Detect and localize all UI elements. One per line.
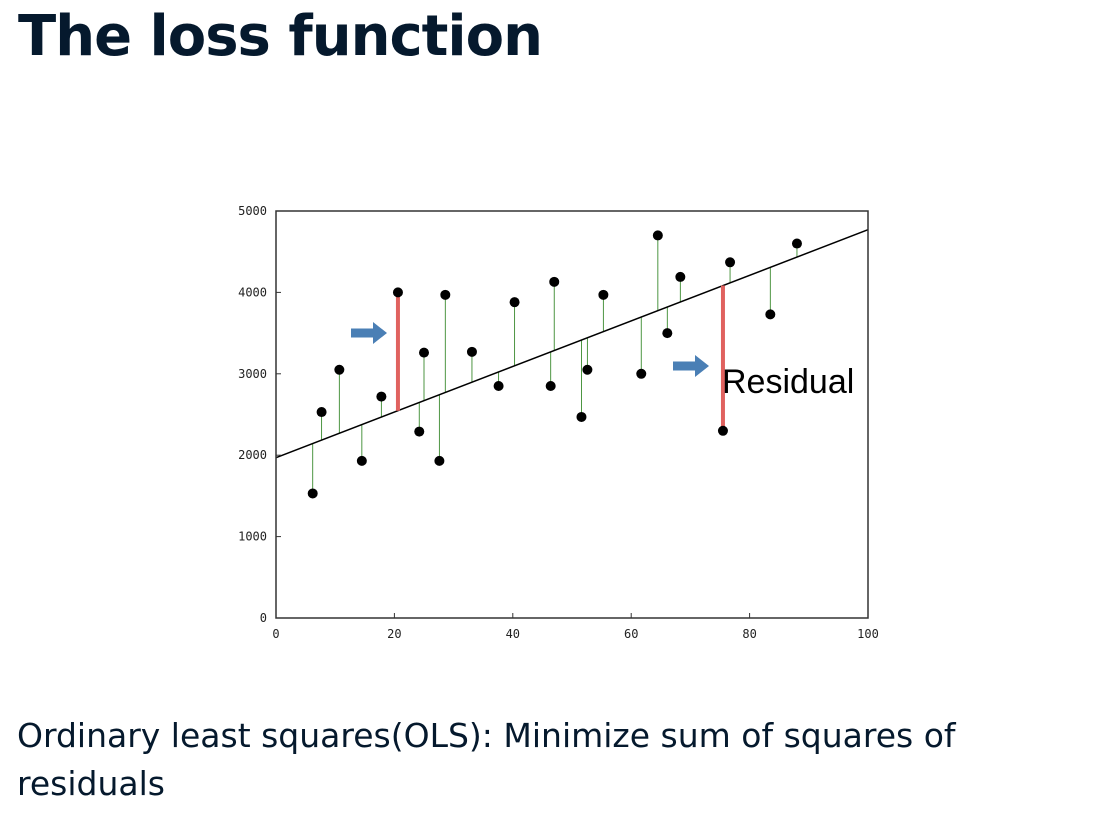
y-tick-label: 3000	[238, 367, 267, 381]
plot-frame	[275, 210, 869, 619]
slide-caption: Ordinary least squares(OLS): Minimize su…	[17, 716, 956, 802]
data-point	[419, 347, 429, 358]
data-point	[717, 425, 728, 436]
data-point	[440, 289, 451, 300]
y-axis-ticks: 0 1000 2000 3000 4000 5000	[238, 204, 281, 625]
x-axis-ticks: 0 20 40 60 80 100	[272, 613, 879, 641]
y-tick-label: 4000	[238, 285, 267, 299]
y-tick-label: 5000	[238, 204, 267, 218]
highlighted-residuals	[395, 285, 725, 431]
data-points	[307, 230, 802, 499]
data-point	[307, 488, 318, 499]
data-point	[598, 289, 609, 300]
x-tick-label: 40	[506, 627, 520, 641]
data-point	[414, 426, 425, 437]
data-point	[636, 368, 647, 379]
y-tick-label: 0	[260, 611, 267, 625]
regression-line	[275, 229, 869, 459]
residual-annotation: Residual	[722, 363, 854, 401]
data-point	[576, 411, 587, 422]
data-point	[662, 328, 673, 339]
y-tick-label: 2000	[238, 448, 267, 462]
data-point	[509, 297, 520, 308]
data-point	[652, 230, 663, 241]
data-point	[316, 407, 327, 418]
data-point	[334, 364, 345, 375]
data-point	[791, 238, 802, 249]
y-tick-label: 1000	[238, 530, 267, 544]
x-tick-label: 0	[272, 627, 279, 641]
data-point	[392, 287, 403, 298]
x-tick-label: 80	[742, 627, 756, 641]
data-point	[493, 381, 504, 392]
data-point	[356, 455, 367, 466]
residual-lines	[312, 235, 798, 494]
annotation-arrows	[351, 322, 709, 377]
data-point	[549, 276, 560, 287]
slide-title: The loss function	[18, 4, 543, 69]
data-point	[376, 391, 387, 402]
data-point	[434, 455, 445, 466]
data-point	[582, 364, 593, 375]
x-tick-label: 20	[387, 627, 401, 641]
data-point	[725, 257, 736, 268]
blue-arrow-icon	[351, 322, 387, 344]
data-point	[675, 271, 686, 282]
x-tick-label: 100	[857, 627, 879, 641]
blue-arrow-icon	[673, 355, 709, 377]
data-point	[545, 381, 556, 392]
data-point	[765, 309, 776, 320]
x-tick-label: 60	[624, 627, 638, 641]
data-point	[466, 346, 477, 357]
